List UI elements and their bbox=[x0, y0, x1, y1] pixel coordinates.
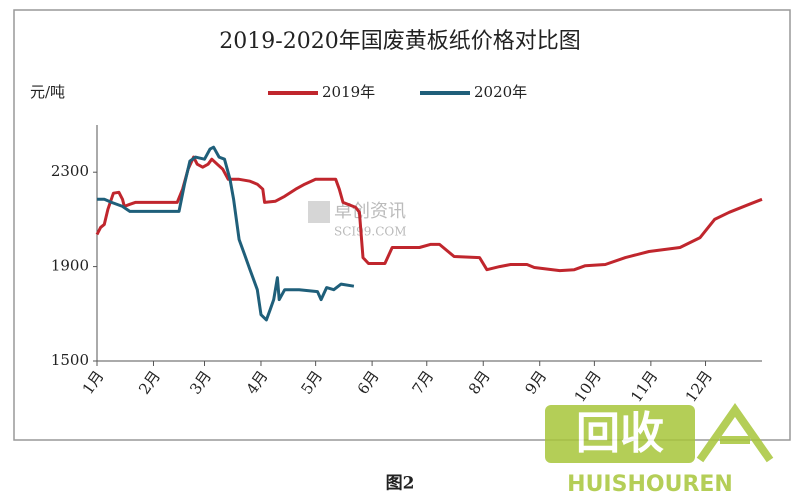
series-line bbox=[97, 145, 355, 322]
logo-box bbox=[545, 405, 695, 463]
legend-label: 2019年 bbox=[322, 83, 375, 101]
y-axis-label: 元/吨 bbox=[30, 83, 65, 101]
chart-frame bbox=[13, 9, 791, 441]
logo-sub: HUISHOUREN bbox=[567, 472, 733, 497]
y-tick-label: 1500 bbox=[51, 351, 89, 369]
y-tick-label: 2300 bbox=[51, 162, 89, 180]
chart-title: 2019-2020年国废黄板纸价格对比图 bbox=[219, 29, 580, 54]
logo-text: 回收 bbox=[576, 408, 664, 459]
logo-mark bbox=[696, 403, 774, 463]
watermark-sub: SCI99.COM bbox=[334, 225, 407, 239]
legend-label: 2020年 bbox=[474, 83, 527, 101]
logo: 回收 HUISHOUREN bbox=[545, 403, 774, 497]
watermark-icon bbox=[308, 201, 330, 223]
y-tick-label: 1900 bbox=[51, 257, 89, 275]
series-line bbox=[95, 155, 763, 273]
caption: 图2 bbox=[386, 474, 415, 494]
